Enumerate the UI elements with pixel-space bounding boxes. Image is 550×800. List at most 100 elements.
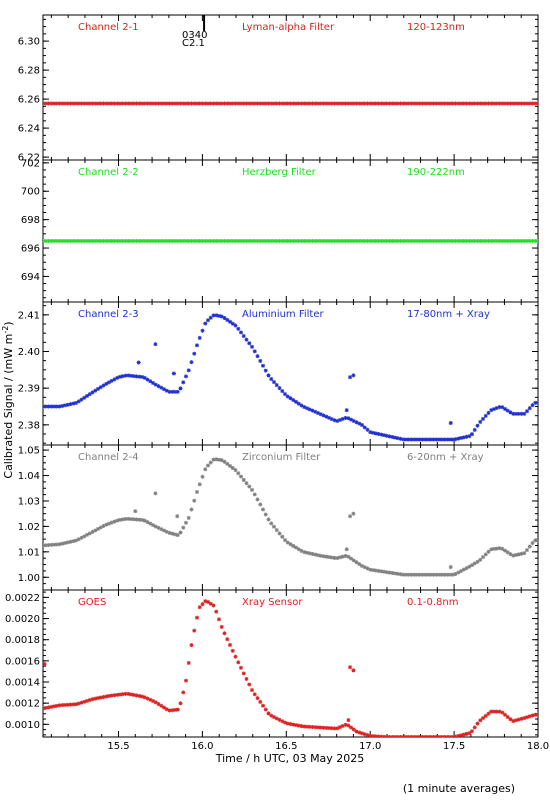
data-point [52, 238, 56, 243]
data-point [291, 543, 296, 548]
data-point [379, 238, 384, 243]
data-point [184, 520, 188, 525]
data-point [299, 724, 304, 729]
data-point [280, 101, 285, 106]
data-point [299, 403, 304, 408]
data-point [192, 628, 197, 633]
y-tick-label: 2.39 [18, 384, 40, 395]
data-point [272, 715, 276, 720]
data-point [258, 502, 263, 507]
data-point [241, 101, 246, 106]
data-point [151, 699, 155, 704]
data-point [82, 395, 87, 400]
data-point [406, 572, 411, 577]
data-point [74, 101, 78, 106]
data-point [68, 539, 73, 544]
data-point-outlier [344, 547, 349, 552]
data-point [316, 553, 320, 558]
data-point [461, 435, 466, 440]
data-point [365, 566, 370, 571]
data-point [217, 313, 221, 318]
data-point [247, 101, 252, 106]
data-point [346, 554, 351, 559]
data-point-outlier [153, 342, 158, 347]
data-point [522, 716, 527, 721]
data-point [219, 624, 224, 629]
data-point [459, 435, 463, 440]
data-point [409, 437, 414, 442]
data-point [340, 554, 345, 559]
data-point [225, 637, 230, 642]
data-point [236, 471, 241, 476]
data-point [162, 528, 166, 533]
data-point [71, 238, 76, 243]
data-point [82, 534, 87, 539]
data-point [74, 538, 78, 543]
data-point [494, 709, 499, 714]
data-point [354, 420, 359, 425]
data-point [379, 569, 384, 574]
data-point [351, 238, 356, 243]
data-point [63, 541, 67, 546]
data-point [437, 101, 441, 106]
data-point [332, 238, 337, 243]
data-point [244, 337, 249, 342]
data-point [71, 702, 76, 707]
panel-frame [42, 301, 539, 446]
data-point [214, 313, 219, 318]
data-point [437, 437, 441, 442]
data-point [178, 530, 183, 535]
data-point [327, 555, 331, 560]
data-point [313, 409, 318, 414]
data-point [483, 713, 488, 718]
data-point [115, 238, 120, 243]
data-point [129, 373, 133, 378]
data-point [343, 101, 348, 106]
data-point [327, 726, 331, 731]
data-point [217, 617, 221, 622]
data-point [76, 238, 81, 243]
data-point [228, 463, 232, 468]
data-point [142, 518, 147, 523]
data-point [261, 507, 265, 512]
data-point [390, 101, 395, 106]
data-point [382, 238, 386, 243]
y-tick-label: 0.0014 [5, 678, 40, 689]
data-series [43, 238, 538, 243]
data-point [153, 700, 158, 705]
data-point [294, 399, 298, 404]
data-point [167, 708, 172, 713]
data-point [439, 238, 444, 243]
data-point [428, 572, 433, 577]
data-point [310, 725, 315, 730]
data-point [492, 407, 496, 412]
data-point [162, 238, 166, 243]
data-point [365, 101, 370, 106]
data-point [486, 549, 491, 554]
filter-label: Zirconium Filter [242, 452, 321, 463]
data-point [327, 238, 331, 243]
data-point [514, 411, 518, 416]
data-point [255, 354, 260, 359]
data-point [382, 433, 386, 438]
data-point [164, 101, 169, 106]
data-point [362, 565, 367, 570]
y-axis-label: Calibrated Signal / (mW m-2) [1, 321, 16, 478]
data-point [351, 101, 356, 106]
x-tick-labels: 15.5 16.0 16.5 17.0 17.5 18.0 [107, 741, 549, 752]
data-point [324, 101, 329, 106]
data-point [98, 385, 103, 390]
data-point [448, 572, 452, 577]
data-point [123, 373, 128, 378]
data-point [398, 101, 403, 106]
data-point [503, 238, 507, 243]
data-point-outlier [136, 360, 141, 365]
data-point [379, 734, 384, 737]
data-point [107, 693, 111, 698]
data-point [472, 725, 477, 730]
data-point [197, 101, 202, 106]
data-point [294, 723, 298, 728]
data-point [329, 726, 334, 731]
data-point [252, 238, 257, 243]
y-tick-label: 0.0022 [5, 593, 40, 604]
